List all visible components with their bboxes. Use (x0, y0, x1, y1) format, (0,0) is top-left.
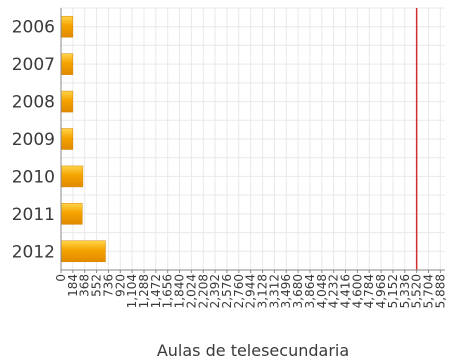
x-tick-label: 4,232 (327, 274, 341, 308)
category-labels: 2006 2007 2008 2009 2010 2011 2012 (12, 18, 55, 263)
category-label-2008: 2008 (12, 93, 55, 113)
x-tick-label: 920 (113, 274, 127, 297)
bar-2011 (60, 203, 83, 225)
x-tick-label: 3,680 (291, 274, 305, 308)
x-tick-label: 368 (78, 274, 92, 297)
category-label-2009: 2009 (12, 130, 55, 150)
x-tick-label: 4,048 (315, 274, 329, 308)
category-label-2010: 2010 (12, 167, 55, 187)
x-tick-label: 1,840 (173, 274, 187, 308)
x-tick-label: 2,576 (220, 274, 234, 308)
x-tick-labels: 01843685527369201,1041,2881,4721,6561,84… (54, 270, 447, 308)
category-label-2011: 2011 (12, 205, 55, 225)
x-tick-label: 5,888 (433, 274, 447, 308)
x-tick-label: 4,968 (374, 274, 388, 308)
x-tick-label: 552 (90, 274, 104, 297)
category-label-2007: 2007 (12, 55, 55, 75)
x-tick-label: 4,784 (362, 274, 376, 308)
x-tick-label: 3,312 (267, 274, 281, 308)
x-tick-label: 2,392 (208, 274, 222, 308)
x-tick-label: 3,496 (279, 274, 293, 308)
bar-2007 (60, 53, 74, 75)
x-axis-title: Aulas de telesecundaria (157, 341, 349, 360)
x-tick-label: 1,656 (161, 274, 175, 308)
x-tick-label: 2,024 (184, 274, 198, 308)
x-tick-label: 4,600 (350, 274, 364, 308)
category-label-2006: 2006 (12, 18, 55, 38)
x-tick-label: 1,288 (137, 274, 151, 308)
bar-2009 (60, 128, 74, 150)
x-tick-label: 3,128 (256, 274, 270, 308)
x-tick-label: 184 (66, 274, 80, 297)
x-tick-label: 736 (101, 274, 115, 297)
bar-2006 (60, 15, 74, 38)
grid (60, 7, 445, 271)
category-label-2012: 2012 (12, 242, 55, 262)
bar-2010 (60, 165, 84, 188)
x-tick-label: 2,208 (196, 274, 210, 308)
x-tick-label: 3,864 (303, 274, 317, 308)
bars (60, 15, 106, 263)
x-tick-label: 2,944 (244, 274, 258, 308)
x-tick-label: 5,152 (386, 274, 400, 308)
x-tick-label: 1,472 (149, 274, 163, 308)
x-tick-label: 1,104 (125, 274, 139, 308)
bar-2012 (60, 240, 106, 263)
x-tick-label: 5,704 (422, 274, 436, 308)
x-tick-label: 0 (54, 274, 68, 282)
x-tick-label: 5,520 (410, 274, 424, 308)
x-tick-label: 2,760 (232, 274, 246, 308)
bar-2008 (60, 90, 74, 113)
x-tick-label: 4,416 (339, 274, 353, 308)
x-tick-label: 5,336 (398, 274, 412, 308)
